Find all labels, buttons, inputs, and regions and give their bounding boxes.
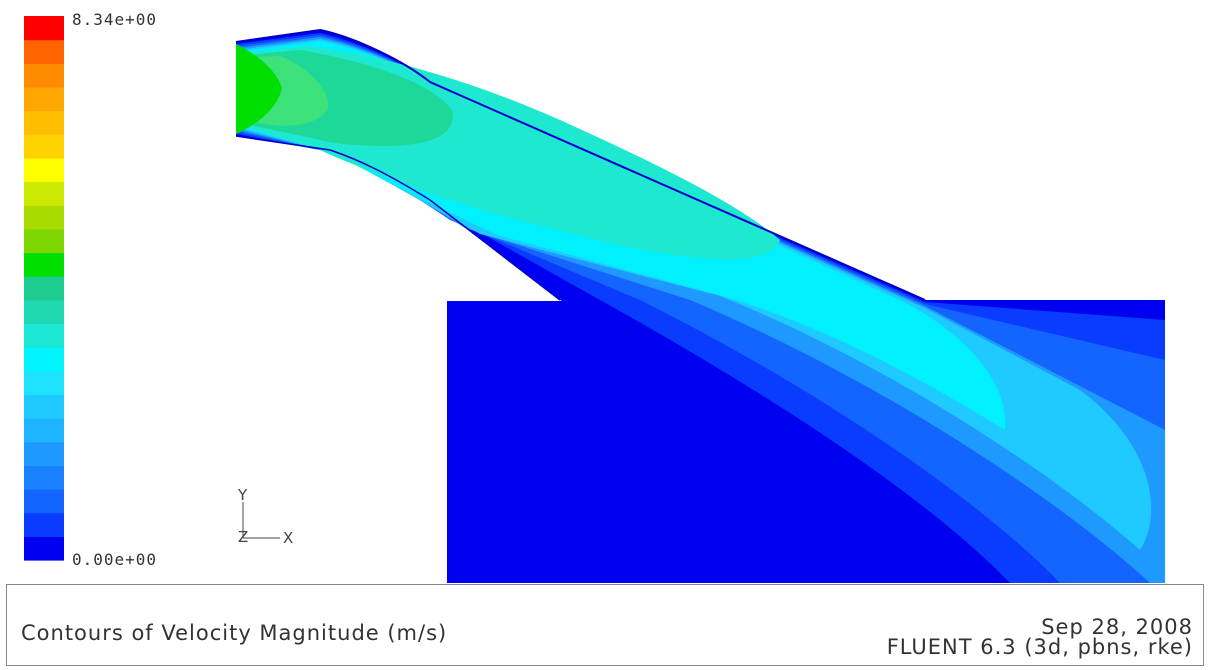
legend-min-label: 0.00e+00 (72, 550, 158, 569)
triad-x-label: X (283, 529, 294, 547)
jet-contours (235, 28, 1165, 583)
channel-bottom-edge (235, 135, 561, 301)
triad-z-label: Z (238, 528, 249, 546)
legend-swatch (24, 347, 64, 372)
legend-swatch (24, 394, 64, 419)
legend-swatch (24, 205, 64, 230)
legend-swatch (24, 39, 64, 64)
solver-info: FLUENT 6.3 (3d, pbns, rke) (886, 635, 1193, 659)
legend-swatch (24, 134, 64, 159)
plot-date: Sep 28, 2008 (1041, 615, 1193, 639)
legend-swatch (24, 63, 64, 88)
legend-max-label: 8.34e+00 (72, 10, 158, 29)
legend-swatch (24, 110, 64, 135)
legend-swatch (24, 181, 64, 206)
legend-swatch (24, 323, 64, 348)
legend-swatch (24, 16, 64, 41)
contour-plot (24, 16, 1165, 583)
legend-swatch (24, 299, 64, 325)
legend-swatch (24, 276, 64, 301)
legend-color-bar (24, 16, 64, 561)
legend-swatch (24, 228, 64, 254)
legend-swatch (24, 418, 64, 443)
legend-swatch (24, 252, 64, 277)
legend-swatch (24, 370, 64, 396)
band-green-core (236, 44, 282, 134)
plot-title: Contours of Velocity Magnitude (m/s) (21, 621, 448, 645)
legend-swatch (24, 536, 64, 561)
legend-swatch (24, 157, 64, 183)
axis-triad (242, 502, 280, 539)
legend-swatch (24, 489, 64, 514)
legend-swatch (24, 512, 64, 537)
channel-top-edge (235, 28, 926, 301)
triad-y-label: Y (238, 486, 248, 504)
legend-swatch (24, 441, 64, 466)
title-box: Contours of Velocity Magnitude (m/s) Sep… (6, 584, 1204, 666)
legend-swatch (24, 86, 64, 112)
legend-swatch (24, 465, 64, 490)
